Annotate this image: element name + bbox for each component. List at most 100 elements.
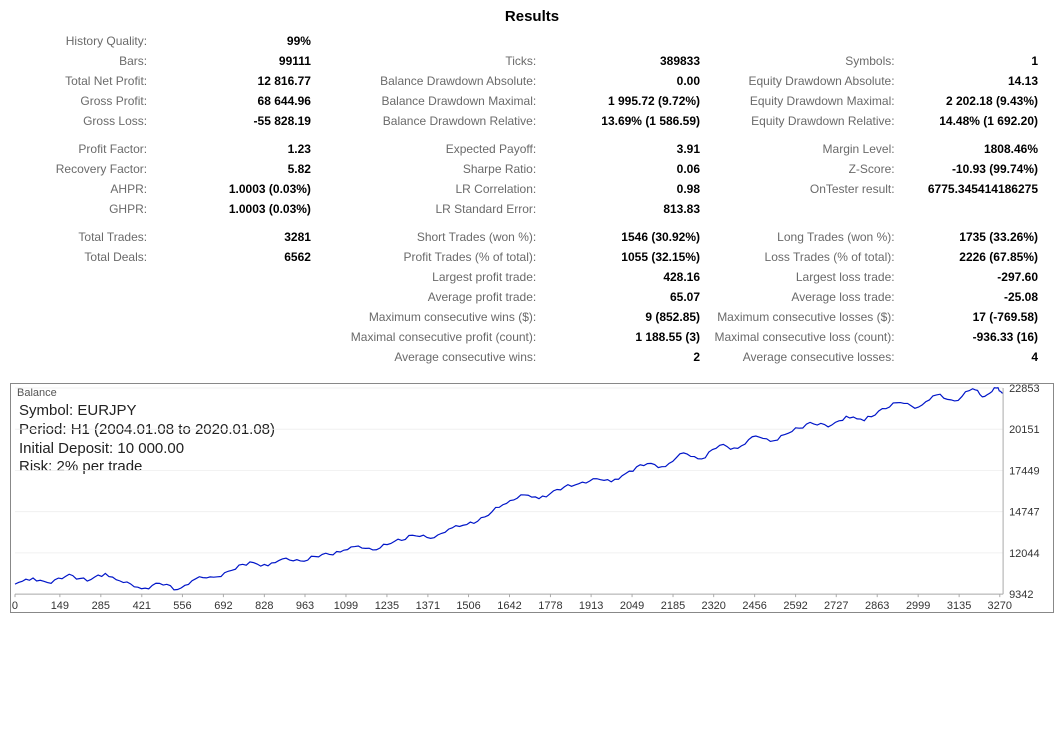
svg-text:12044: 12044 [1009,548,1040,560]
stat-label: History Quality: [20,31,153,51]
svg-text:556: 556 [173,600,191,612]
svg-text:149: 149 [51,600,69,612]
stats-table: History Quality:99%Bars:99111Ticks:38983… [20,31,1044,367]
svg-text:22853: 22853 [1009,384,1040,395]
stat-label: Sharpe Ratio: [317,159,542,179]
stat-label: Ticks: [317,51,542,71]
svg-text:692: 692 [214,600,232,612]
stat-value: 1 188.55 (3) [542,327,706,347]
stat-value: 14.13 [901,71,1044,91]
stat-label: Total Deals: [20,247,153,267]
stat-label: Expected Payoff: [317,139,542,159]
stat-value: 813.83 [542,199,706,219]
svg-text:421: 421 [133,600,151,612]
stat-value: 1 995.72 (9.72%) [542,91,706,111]
svg-text:2185: 2185 [661,600,685,612]
stat-value: 1.0003 (0.03%) [153,179,317,199]
stat-value: 99% [153,31,317,51]
svg-text:2999: 2999 [906,600,930,612]
svg-text:14747: 14747 [1009,507,1040,519]
svg-text:2592: 2592 [783,600,807,612]
svg-text:0: 0 [12,600,18,612]
stat-label: Symbols: [706,51,901,71]
stat-label: GHPR: [20,199,153,219]
stat-label: Maximal consecutive profit (count): [317,327,542,347]
svg-text:2727: 2727 [824,600,848,612]
stat-label: Average consecutive wins: [317,347,542,367]
stat-value: 13.69% (1 586.59) [542,111,706,131]
svg-text:1642: 1642 [497,600,521,612]
stat-label: Maximum consecutive losses ($): [706,307,901,327]
stat-label: Average profit trade: [317,287,542,307]
stat-label: LR Standard Error: [317,199,542,219]
stat-label: Total Trades: [20,227,153,247]
svg-text:1235: 1235 [375,600,399,612]
svg-text:2049: 2049 [620,600,644,612]
stat-label: Largest loss trade: [706,267,901,287]
stat-label: Largest profit trade: [317,267,542,287]
stat-value: 4 [901,347,1044,367]
stat-value: 0.06 [542,159,706,179]
svg-text:9342: 9342 [1009,589,1033,601]
svg-text:2320: 2320 [701,600,725,612]
stat-value: 1 [901,51,1044,71]
stat-value: 17 (-769.58) [901,307,1044,327]
stat-label: Gross Profit: [20,91,153,111]
stat-value: 9 (852.85) [542,307,706,327]
stat-value: 1.23 [153,139,317,159]
svg-text:2456: 2456 [742,600,766,612]
stat-label: Long Trades (won %): [706,227,901,247]
stat-label: Equity Drawdown Absolute: [706,71,901,91]
stat-label: Recovery Factor: [20,159,153,179]
stat-value: 5.82 [153,159,317,179]
stat-value: 3281 [153,227,317,247]
svg-text:1506: 1506 [456,600,480,612]
stat-label: Average loss trade: [706,287,901,307]
stat-label: AHPR: [20,179,153,199]
stat-label: Gross Loss: [20,111,153,131]
svg-text:828: 828 [255,600,273,612]
stat-value: 65.07 [542,287,706,307]
stat-label: Maximum consecutive wins ($): [317,307,542,327]
stat-label: Z-Score: [706,159,901,179]
svg-text:20151: 20151 [1009,424,1040,436]
stat-value: 99111 [153,51,317,71]
svg-text:3135: 3135 [947,600,971,612]
stat-value: -55 828.19 [153,111,317,131]
results-title: Results [0,0,1064,31]
stat-label: Equity Drawdown Maximal: [706,91,901,111]
balance-chart: Balance Symbol: EURJPYPeriod: H1 (2004.0… [10,383,1054,613]
stat-value: 2 [542,347,706,367]
stat-value: 1546 (30.92%) [542,227,706,247]
stat-label: Profit Trades (% of total): [317,247,542,267]
svg-text:3270: 3270 [988,600,1012,612]
stat-value: 2 202.18 (9.43%) [901,91,1044,111]
svg-text:285: 285 [92,600,110,612]
stat-value: 3.91 [542,139,706,159]
stat-value: -297.60 [901,267,1044,287]
stat-label: Profit Factor: [20,139,153,159]
stat-label: Short Trades (won %): [317,227,542,247]
svg-text:963: 963 [296,600,314,612]
stat-value: 428.16 [542,267,706,287]
stat-value: 1055 (32.15%) [542,247,706,267]
stat-label: Bars: [20,51,153,71]
stat-label: Total Net Profit: [20,71,153,91]
svg-text:1099: 1099 [334,600,358,612]
svg-text:2863: 2863 [865,600,889,612]
stat-value: 0.98 [542,179,706,199]
stat-value: 389833 [542,51,706,71]
stat-value: 12 816.77 [153,71,317,91]
stat-value: 1808.46% [901,139,1044,159]
stat-label: Average consecutive losses: [706,347,901,367]
stat-value: -10.93 (99.74%) [901,159,1044,179]
stat-value: -936.33 (16) [901,327,1044,347]
svg-text:1913: 1913 [579,600,603,612]
stat-label: Balance Drawdown Absolute: [317,71,542,91]
stat-label: OnTester result: [706,179,901,199]
stat-value: 6775.345414186275 [901,179,1044,199]
stat-value: 1.0003 (0.03%) [153,199,317,219]
stat-label: LR Correlation: [317,179,542,199]
stat-value: -25.08 [901,287,1044,307]
svg-text:17449: 17449 [1009,465,1040,477]
